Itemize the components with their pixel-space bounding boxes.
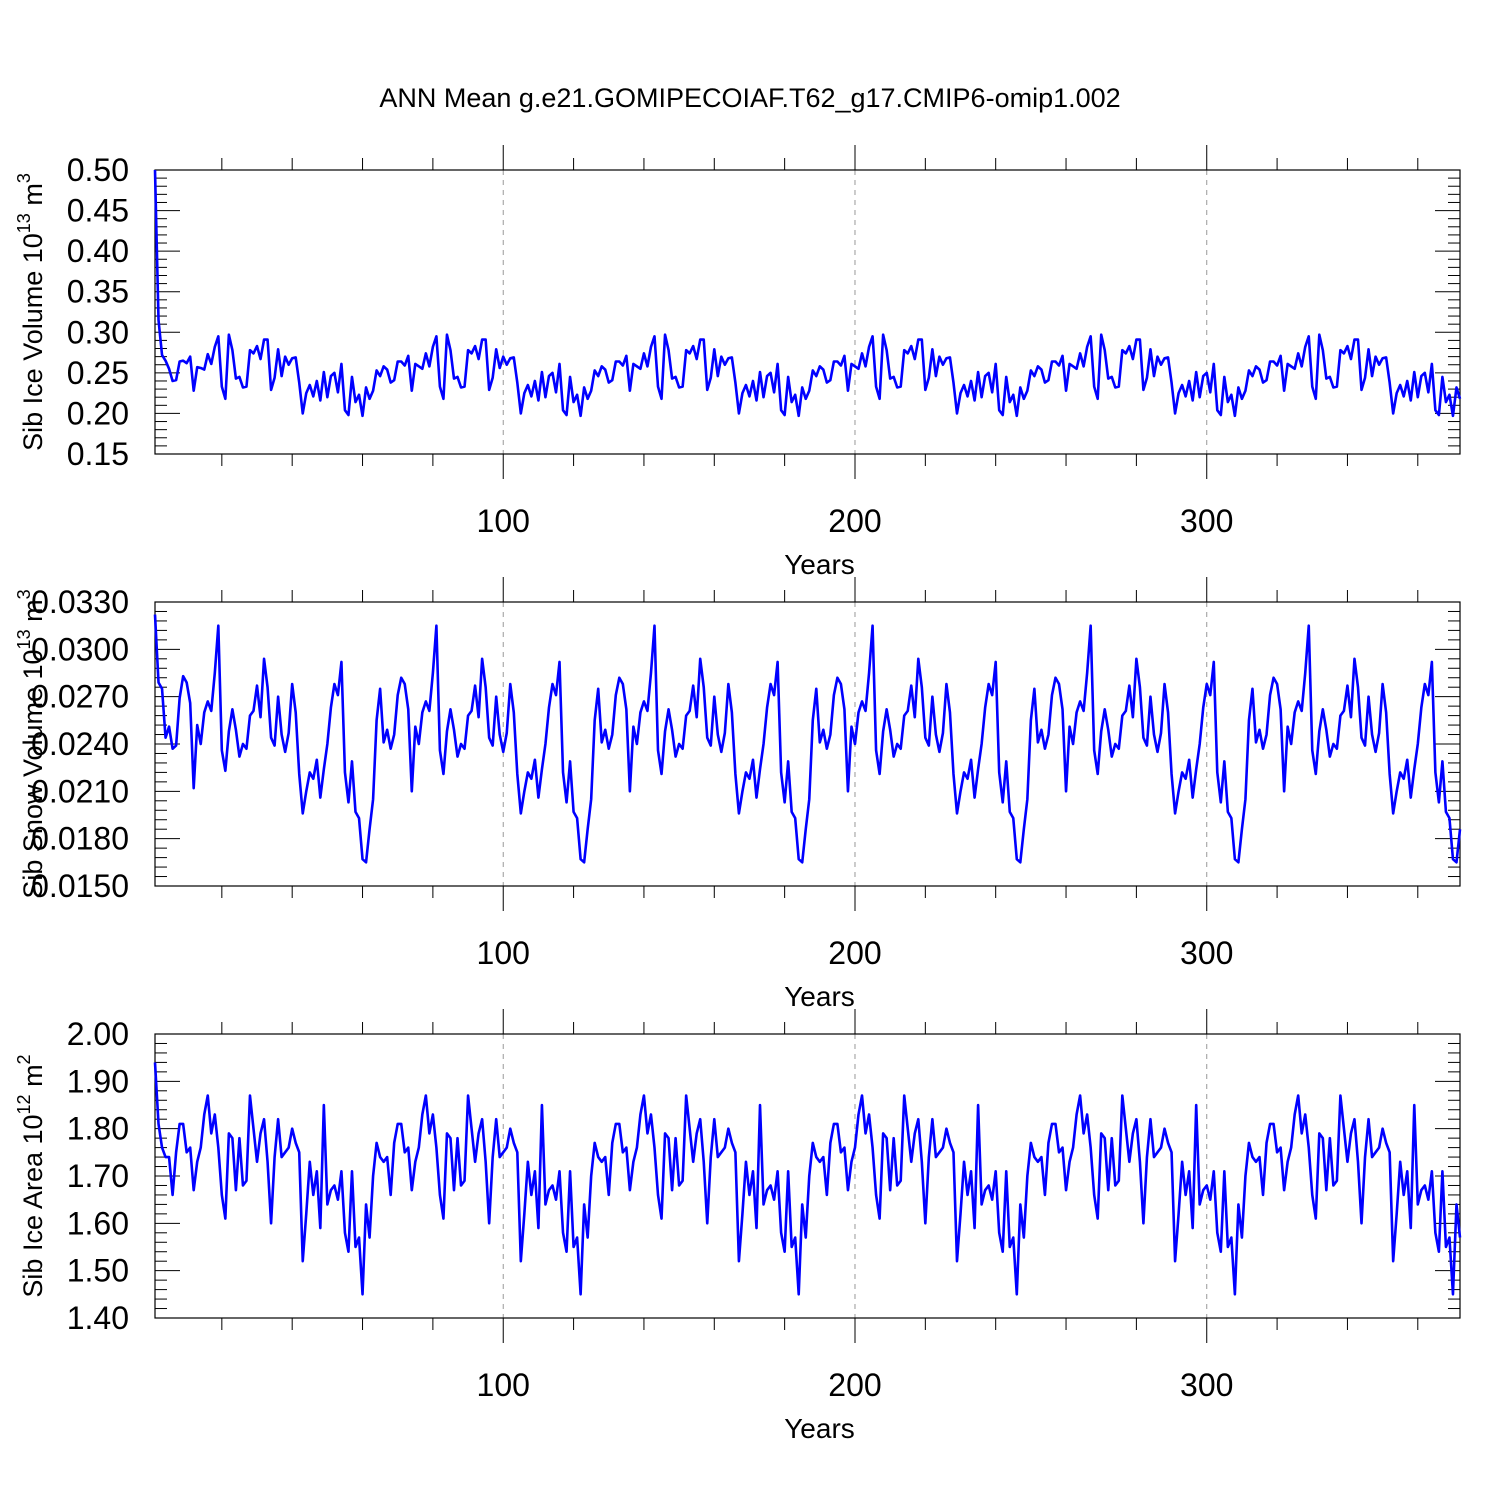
y-tick-label: 0.0210 [31, 773, 129, 809]
y-tick-label: 0.35 [67, 274, 129, 310]
y-tick-label: 0.20 [67, 395, 129, 431]
x-tick-label: 100 [477, 1367, 530, 1403]
panel-1: 100 200 300 0.15 0.20 0.25 0.30 0.35 0.40 0.45 0.5… [14, 145, 1462, 580]
y-tick-label: 1.90 [67, 1063, 129, 1099]
y-tick-label: 1.60 [67, 1205, 129, 1241]
panel-2: 100 200 300 0.0150 0.0180 0.0210 0.0240 0.0270 0… [14, 577, 1462, 1012]
y-axis-label-exponent: 12 [14, 1094, 34, 1114]
x-tick-label: 100 [477, 503, 530, 539]
y-tick-label: 0.0300 [31, 631, 129, 667]
y-axis-label-unit: m [18, 599, 48, 629]
x-axis-label: Years [784, 981, 855, 1012]
y-axis-label: Sib Snow Volume 1013 m3 [14, 589, 48, 898]
x-tick-label: 100 [477, 935, 530, 971]
y-axis-label-text: Sib Snow Volume 10 [18, 649, 48, 898]
y-tick-label: 1.50 [67, 1253, 129, 1289]
y-axis-label-exponent: 13 [14, 629, 34, 649]
y-axis-label-text: Sib Ice Volume 10 [18, 233, 48, 451]
x-tick-label: 300 [1180, 935, 1233, 971]
panel-3: 100 200 300 1.40 1.50 1.60 1.70 1.80 1.90 2.00 Yea… [14, 1009, 1462, 1444]
y-tick-label: 0.0180 [31, 821, 129, 857]
y-tick-label: 0.0150 [31, 868, 129, 904]
y-tick-label: 1.80 [67, 1111, 129, 1147]
y-axis-label-unit-exponent: 3 [14, 173, 34, 183]
y-axis-label: Sib Ice Volume 1013 m3 [14, 173, 48, 451]
y-tick-label: 0.50 [67, 152, 129, 188]
plot-frame [154, 601, 1461, 887]
y-tick-label: 0.25 [67, 355, 129, 391]
x-axis-label: Years [784, 1413, 855, 1444]
y-tick-label: 0.45 [67, 193, 129, 229]
series-line [153, 1062, 1462, 1296]
y-tick-label: 0.40 [67, 233, 129, 269]
chart-title: ANN Mean g.e21.GOMIPECOIAF.T62_g17.CMIP6… [379, 83, 1120, 113]
y-axis-label-text: Sib Ice Area 10 [18, 1114, 48, 1297]
x-tick-label: 200 [828, 935, 881, 971]
series-line [153, 169, 1462, 418]
x-tick-label: 300 [1180, 503, 1233, 539]
y-tick-label: 0.15 [67, 436, 129, 472]
y-tick-label: 1.70 [67, 1158, 129, 1194]
y-tick-label: 0.0240 [31, 726, 129, 762]
y-tick-label: 0.0330 [31, 584, 129, 620]
x-tick-label: 300 [1180, 1367, 1233, 1403]
y-tick-label: 0.0270 [31, 679, 129, 715]
x-axis-label: Years [784, 549, 855, 580]
x-tick-label: 200 [828, 1367, 881, 1403]
y-axis-label-exponent: 13 [14, 213, 34, 233]
y-axis-label-unit: m [18, 1064, 48, 1094]
y-axis-label: Sib Ice Area 1012 m2 [14, 1054, 48, 1297]
y-axis-label-unit-exponent: 2 [14, 1054, 34, 1064]
y-tick-label: 1.40 [67, 1300, 129, 1336]
y-tick-label: 0.30 [67, 314, 129, 350]
y-tick-label: 2.00 [67, 1016, 129, 1052]
y-axis-label-unit-exponent: 3 [14, 589, 34, 599]
chart-panels: 100 200 300 0.15 0.20 0.25 0.30 0.35 0.40 0.45 0.5… [14, 145, 1462, 1444]
y-axis-label-unit: m [18, 183, 48, 213]
x-tick-label: 200 [828, 503, 881, 539]
plot-frame [154, 169, 1461, 455]
plot-frame [154, 1033, 1461, 1319]
series-line [153, 614, 1462, 864]
